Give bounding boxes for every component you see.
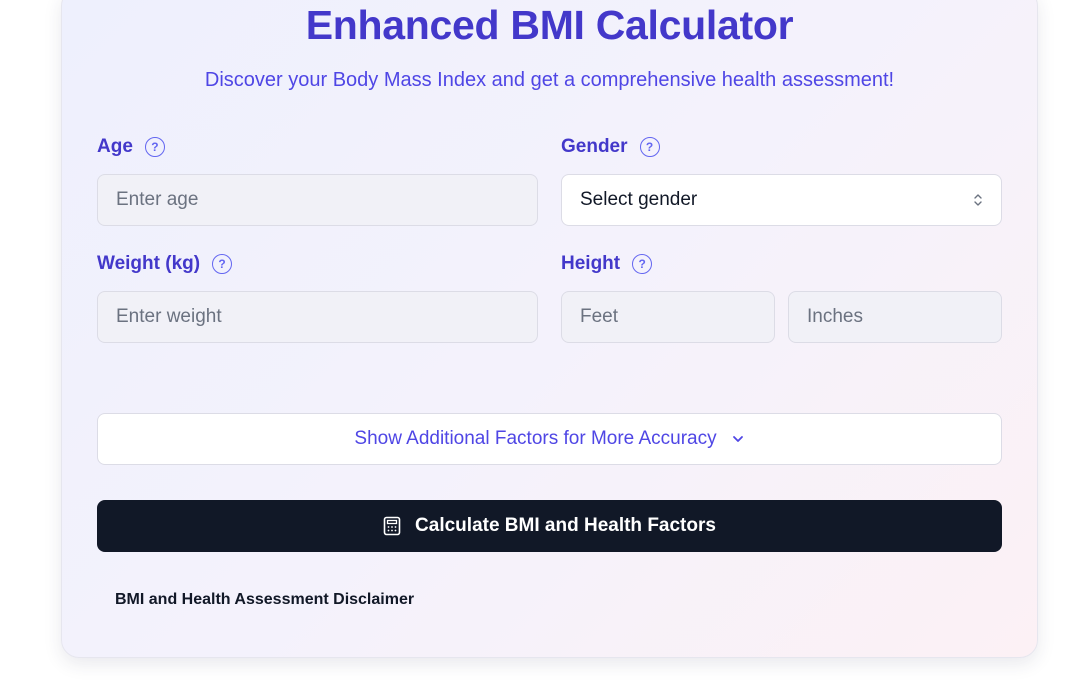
gender-label: Gender <box>561 136 628 157</box>
weight-label-group: Weight (kg) ? <box>97 253 233 275</box>
page-subtitle: Discover your Body Mass Index and get a … <box>204 69 895 91</box>
age-label: Age <box>97 136 133 157</box>
height-help-icon[interactable]: ? <box>632 254 653 274</box>
calculator-icon <box>383 516 401 536</box>
additional-factors-toggle[interactable]: Show Additional Factors for More Accurac… <box>97 413 1002 465</box>
age-input[interactable] <box>97 174 538 226</box>
height-inches-input[interactable] <box>788 291 1002 343</box>
height-label: Height <box>561 253 621 274</box>
chevron-down-icon <box>732 436 743 442</box>
gender-label-group: Gender ? <box>561 136 660 158</box>
gender-select-value: Select gender <box>580 189 698 210</box>
gender-help-icon[interactable]: ? <box>639 137 660 157</box>
age-label-group: Age ? <box>97 136 165 158</box>
weight-input[interactable] <box>97 291 538 343</box>
disclaimer-link[interactable]: BMI and Health Assessment Disclaimer <box>115 591 415 608</box>
age-help-icon[interactable]: ? <box>144 137 165 157</box>
height-label-group: Height ? <box>561 253 653 275</box>
chevron-up-down-icon <box>973 193 983 207</box>
calculate-button[interactable]: Calculate BMI and Health Factors <box>97 500 1002 552</box>
gender-select[interactable]: Select gender <box>561 174 1002 226</box>
additional-factors-label: Show Additional Factors for More Accurac… <box>354 428 717 449</box>
page-title: Enhanced BMI Calculator <box>305 2 794 48</box>
weight-help-icon[interactable]: ? <box>212 254 233 274</box>
weight-label: Weight (kg) <box>97 253 201 274</box>
height-feet-input[interactable] <box>561 291 775 343</box>
calculate-button-label: Calculate BMI and Health Factors <box>415 515 716 536</box>
